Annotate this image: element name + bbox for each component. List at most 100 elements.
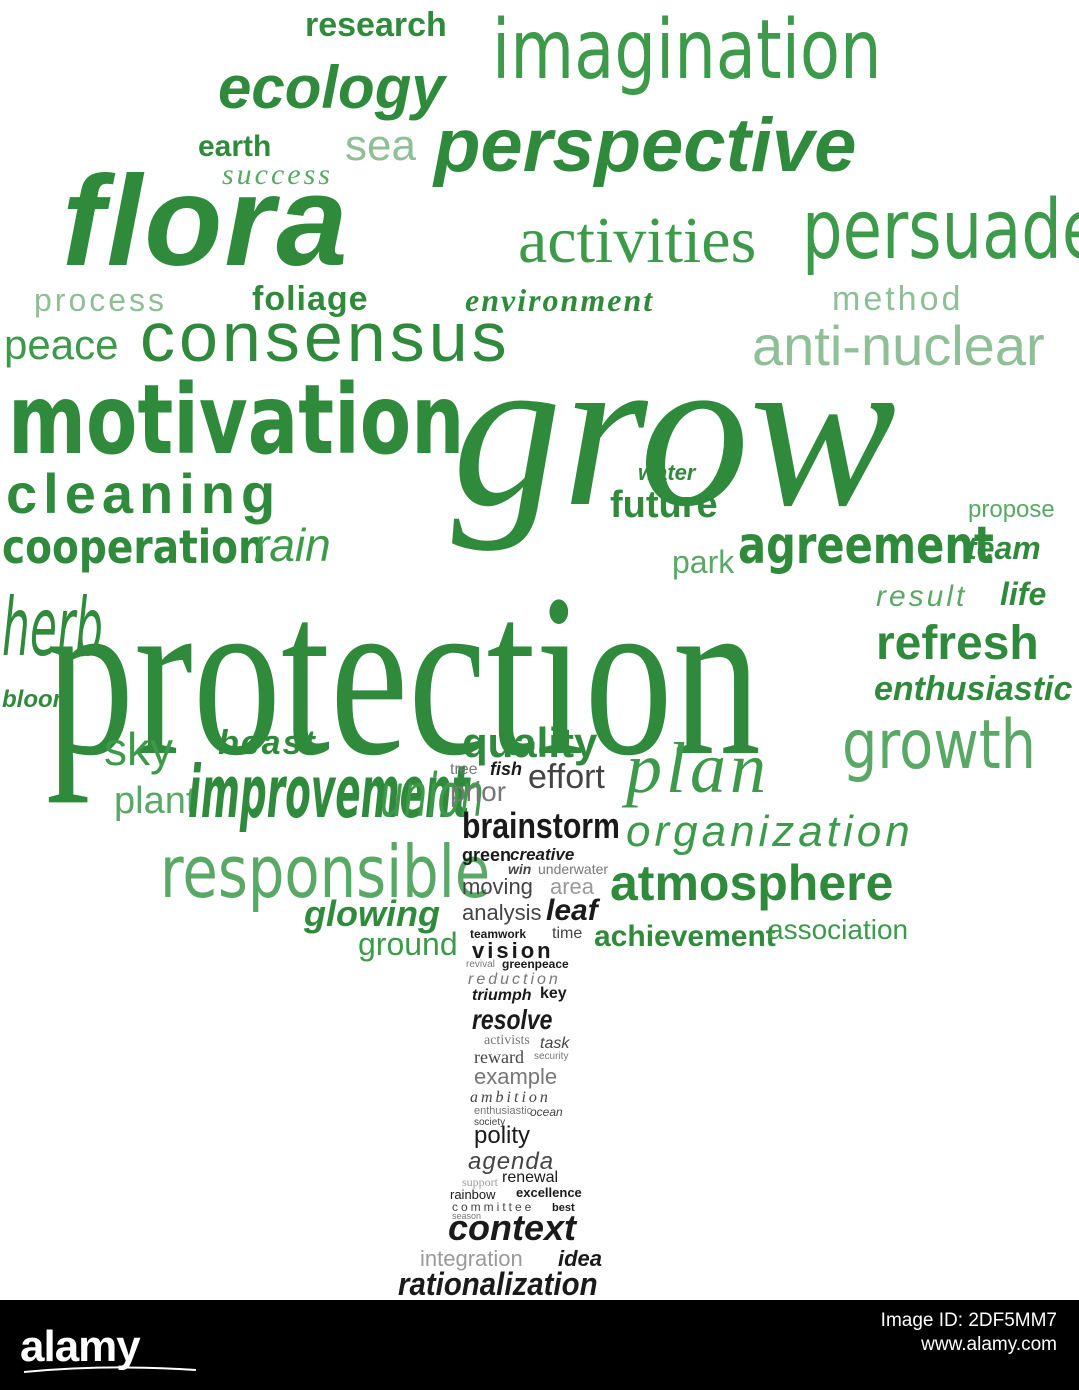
word-greenpeace: greenpeace: [502, 957, 569, 971]
word-earth: earth: [198, 130, 272, 163]
word-renewal: renewal: [502, 1169, 559, 1186]
word-fish: fish: [490, 759, 523, 779]
word-water: water: [638, 460, 696, 485]
word-achievement: achievement: [594, 920, 776, 953]
word-association: association: [768, 914, 909, 945]
word-future: future: [610, 484, 718, 526]
word-excellence: excellence: [516, 1185, 582, 1200]
word-environment: environment: [465, 282, 655, 318]
word-tree: tree: [450, 761, 478, 778]
word-vision: vision: [472, 938, 554, 963]
logo-swoosh-icon: [23, 1366, 197, 1373]
word-effort: effort: [528, 758, 605, 796]
word-propose: propose: [968, 496, 1055, 523]
word-responsible: responsible: [160, 830, 491, 914]
word-idea: idea: [558, 1246, 603, 1271]
word-activities: activities: [518, 204, 757, 277]
word-ground: ground: [358, 926, 458, 962]
word-polity: polity: [474, 1122, 531, 1149]
image-id-block: Image ID: 2DF5MM7 www.alamy.com: [881, 1308, 1057, 1356]
word-atmosphere: atmosphere: [610, 855, 894, 911]
site-url: www.alamy.com: [921, 1334, 1057, 1355]
word-consensus: consensus: [140, 298, 511, 376]
word-protection: protection: [46, 547, 761, 804]
word-resolve: resolve: [472, 1004, 553, 1035]
word-quality: quality: [462, 719, 598, 766]
word-agenda: agenda: [468, 1148, 555, 1175]
word-committee: committee: [452, 1200, 535, 1214]
word-reduction: reduction: [468, 971, 561, 988]
word-glowing: glowing: [304, 893, 440, 934]
word-growth: growth: [842, 706, 1037, 785]
word-union: union: [380, 761, 484, 831]
word-activists: activists: [484, 1033, 530, 1048]
word-prior: prior: [450, 776, 507, 807]
word-green: green: [462, 845, 512, 865]
word-task: task: [540, 1035, 570, 1052]
word-rationalization: rationalization: [398, 1266, 598, 1302]
word-time: time: [552, 925, 583, 942]
word-moving: moving: [462, 874, 533, 899]
word-life: life: [1000, 576, 1047, 612]
word-best: best: [552, 1202, 575, 1214]
word-revival: revival: [466, 959, 495, 970]
word-teamwork: teamwork: [470, 927, 527, 941]
word-motivation: motivation: [8, 364, 465, 476]
word-foliage: foliage: [252, 280, 369, 318]
word-season: season: [452, 1211, 482, 1221]
word-cooperation: cooperation: [2, 520, 266, 574]
word-herb: herb: [2, 581, 103, 674]
word-plant: plant: [114, 780, 197, 822]
word-key: key: [540, 985, 567, 1002]
word-process: process: [34, 282, 168, 318]
word-persuade: persuade: [802, 183, 1079, 278]
word-analysis: analysis: [462, 900, 542, 925]
word-rainbow: rainbow: [450, 1187, 496, 1202]
word-peace: peace: [4, 321, 119, 368]
word-cleaning: cleaning: [6, 462, 282, 525]
word-bloom: bloom: [2, 686, 74, 713]
word-leaf: leaf: [546, 894, 598, 927]
word-enthusiastic-green: enthusiastic: [874, 670, 1073, 708]
word-method: method: [832, 280, 964, 318]
word-improvement: improvement: [188, 750, 470, 834]
word-underwater: underwater: [538, 861, 609, 877]
word-area: area: [550, 874, 595, 899]
alamy-logo: alamy: [20, 1322, 141, 1371]
word-team: team: [966, 530, 1041, 566]
word-reward: reward: [474, 1047, 524, 1067]
word-support: support: [462, 1175, 498, 1189]
word-ambition: ambition: [470, 1089, 551, 1106]
word-imagination: imagination: [492, 3, 882, 98]
word-sea: sea: [345, 121, 416, 170]
image-id-label: Image ID: 2DF5MM7: [880, 1310, 1057, 1331]
word-refresh: refresh: [876, 617, 1039, 670]
word-grow: grow: [452, 308, 897, 552]
word-integration: integration: [420, 1246, 523, 1271]
watermark-footer: alamy Image ID: 2DF5MM7 www.alamy.com: [0, 1300, 1079, 1390]
word-sky: sky: [104, 723, 173, 775]
word-context: context: [448, 1207, 577, 1248]
word-perspective: perspective: [434, 103, 857, 188]
word-rain: rain: [254, 519, 331, 571]
word-triumph: triumph: [472, 987, 532, 1004]
word-agreement: agreement: [738, 516, 994, 576]
word-beast: beast: [218, 724, 317, 762]
word-result: result: [876, 580, 968, 613]
word-society: society: [474, 1117, 506, 1128]
word-example: example: [474, 1064, 558, 1089]
word-park: park: [672, 544, 735, 580]
word-anti-nuclear: anti-nuclear: [752, 314, 1045, 377]
word-organization: organization: [626, 807, 914, 856]
word-brainstorm: brainstorm: [462, 805, 620, 846]
word-enthusiastic-black: enthusiastic: [474, 1105, 533, 1117]
word-win: win: [508, 861, 532, 877]
word-success: success: [222, 158, 333, 191]
word-plan: plan: [626, 728, 771, 808]
word-ecology: ecology: [218, 54, 445, 121]
word-security: security: [534, 1051, 569, 1062]
word-research: research: [305, 6, 447, 44]
word-creative: creative: [510, 845, 575, 864]
word-flora: flora: [62, 150, 350, 293]
word-ocean: ocean: [530, 1105, 563, 1119]
